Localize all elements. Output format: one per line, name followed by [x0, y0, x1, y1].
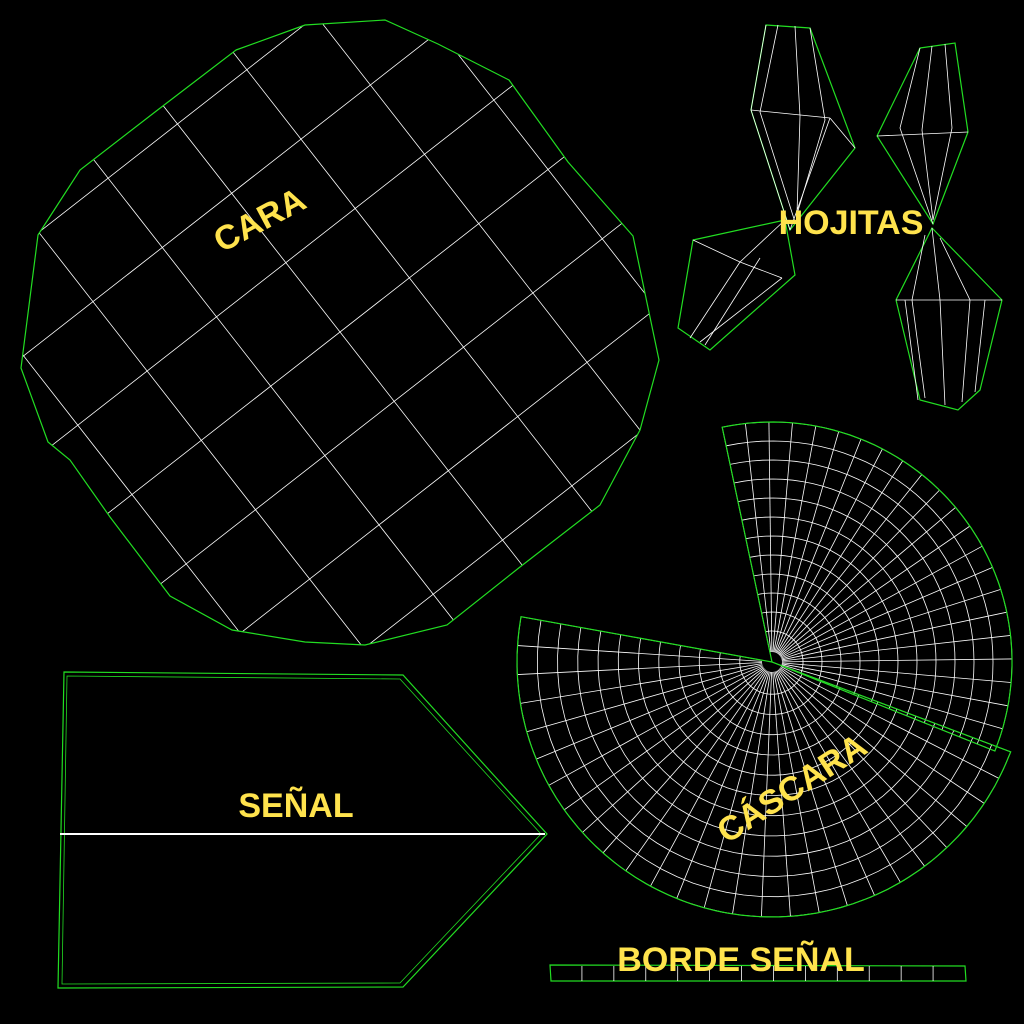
peel-spoke	[780, 667, 985, 804]
peel-spoke	[774, 431, 840, 653]
peel-spoke	[772, 671, 791, 917]
peel-spoke	[775, 438, 862, 653]
peel-spoke	[781, 589, 1001, 660]
peel-spoke	[761, 671, 772, 917]
peel-spoke	[548, 666, 764, 786]
peel-spoke	[526, 664, 763, 733]
peel-spoke	[774, 671, 848, 906]
leaf-right-bottom	[895, 226, 1003, 411]
peel-spoke	[777, 474, 923, 655]
peel-spoke	[536, 665, 763, 760]
peel-spoke	[625, 669, 767, 872]
peel-spoke	[773, 671, 820, 913]
sign-edge-border	[549, 964, 967, 982]
peel-spoke	[780, 666, 1000, 779]
peel-spoke	[776, 670, 901, 883]
leaf-right-top	[876, 42, 969, 226]
peel-spoke	[781, 658, 1012, 663]
peel-spoke	[777, 460, 904, 654]
peel-spoke	[564, 667, 765, 811]
sign-edge-island	[549, 964, 967, 982]
peel-spoke	[773, 425, 817, 653]
peel-island-border-lower	[516, 615, 1012, 918]
peel-spoke	[780, 545, 983, 658]
label-sign: SEÑAL	[238, 787, 353, 825]
peel-spoke	[779, 507, 956, 656]
peel-spoke	[602, 669, 766, 854]
peel-spoke	[777, 669, 925, 867]
face-grid-line	[54, 162, 659, 645]
sign-edge-wireframe	[581, 966, 934, 981]
leaf-left-top	[750, 24, 856, 232]
peel-spoke	[776, 448, 883, 654]
leaves-islands	[677, 24, 1003, 411]
peel-spoke	[732, 671, 771, 914]
face-island-border	[20, 19, 660, 646]
peel-spoke	[517, 662, 763, 675]
face-grid-line	[108, 231, 659, 645]
peel-spoke	[768, 422, 773, 653]
sign-island	[57, 671, 548, 989]
peel-spoke	[772, 422, 793, 653]
leaf-left-bottom	[677, 219, 796, 351]
peel-spoke	[780, 525, 971, 657]
peel-spoke	[781, 663, 1009, 707]
peel-spoke	[582, 668, 765, 833]
face-grid-line	[170, 20, 659, 618]
peel-spoke	[778, 489, 940, 656]
peel-spoke	[778, 669, 948, 848]
sign-island-border	[57, 671, 548, 989]
peel-spoke	[703, 671, 770, 908]
peel-spoke	[781, 635, 1011, 662]
label-sign-edge: BORDE SEÑAL	[617, 941, 864, 979]
peel-spoke	[775, 670, 875, 896]
peel-spoke	[517, 645, 763, 662]
peel-spoke	[781, 662, 1012, 683]
peel-spoke	[745, 423, 772, 653]
peel-spoke	[520, 663, 763, 704]
peel-spoke	[779, 668, 968, 827]
peel-islands	[516, 421, 1013, 918]
peel-spoke	[781, 611, 1007, 661]
label-leaves: HOJITAS	[779, 204, 924, 242]
peel-spoke	[676, 671, 769, 899]
peel-island-border-upper	[721, 421, 1013, 752]
face-grid-line	[239, 20, 659, 564]
peel-spoke	[650, 670, 768, 887]
peel-spoke	[781, 566, 993, 659]
peel-spoke	[781, 664, 1003, 730]
